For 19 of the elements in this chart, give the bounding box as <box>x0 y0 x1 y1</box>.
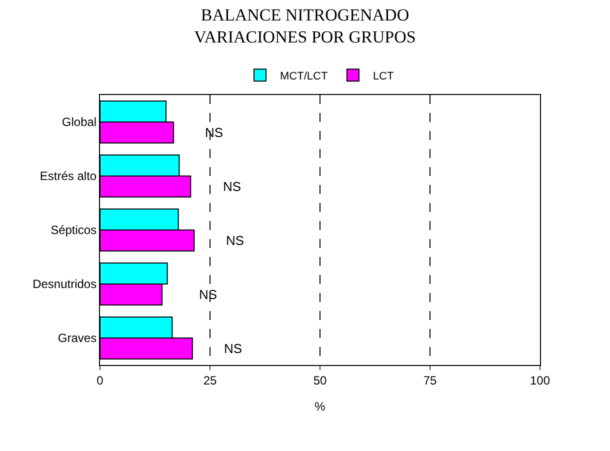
y-tick-label: Graves <box>58 331 97 346</box>
legend-label: MCT/LCT <box>280 70 328 82</box>
x-axis-title: % <box>314 399 326 414</box>
annotation: NS <box>199 287 218 302</box>
annotation: NS <box>224 341 242 356</box>
annotation: NS <box>205 125 224 140</box>
y-tick-label: Sépticos <box>50 223 97 238</box>
y-tick-label: Desnutridos <box>32 277 97 292</box>
x-tick-label: 50 <box>313 373 327 388</box>
y-tick-label: Estrés alto <box>40 169 97 184</box>
chart-title: BALANCE NITROGENADO VARIACIONES POR GRUPOS <box>194 5 416 46</box>
y-tick-label: Global <box>62 115 97 130</box>
annotation: NS <box>226 233 244 248</box>
legend-label: LCT <box>372 70 394 82</box>
x-tick-label: 0 <box>96 373 104 388</box>
x-tick-label: 100 <box>530 373 550 388</box>
x-tick-label: 25 <box>203 373 217 388</box>
x-tick-label: 75 <box>423 373 437 388</box>
annotation: NS <box>223 179 242 194</box>
